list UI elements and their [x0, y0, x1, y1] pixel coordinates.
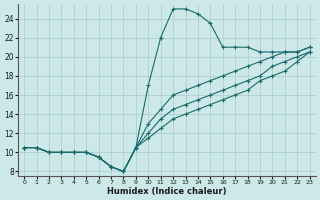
X-axis label: Humidex (Indice chaleur): Humidex (Indice chaleur)	[107, 187, 227, 196]
